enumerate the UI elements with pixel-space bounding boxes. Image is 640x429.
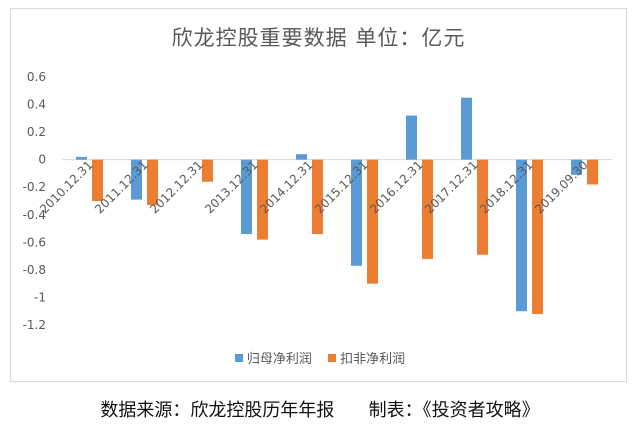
legend-label-series-1: 扣非净利润 xyxy=(340,352,406,367)
bar-series-0-8 xyxy=(516,159,527,312)
bar-series-0-7 xyxy=(461,97,472,160)
legend-swatch-series-1 xyxy=(328,353,337,362)
legend-label-series-0: 归母净利润 xyxy=(246,352,312,367)
bar-series-0-6 xyxy=(406,115,417,160)
y-tick-label: -1 xyxy=(34,290,46,304)
legend: 归母净利润 扣非净利润 xyxy=(0,348,640,367)
legend-swatch-series-0 xyxy=(234,353,243,362)
bar-series-0-4 xyxy=(296,154,307,160)
bar-series-1-2 xyxy=(202,159,213,182)
bar-series-1-5 xyxy=(367,159,378,284)
y-tick-label: -0.8 xyxy=(23,263,46,277)
bar-series-1-6 xyxy=(422,159,433,259)
legend-item-series-0: 归母净利润 xyxy=(234,348,312,367)
y-tick-label: 0.2 xyxy=(27,125,46,139)
bar-series-0-3 xyxy=(241,159,252,235)
bar-series-1-7 xyxy=(477,159,488,255)
bar-series-1-1 xyxy=(147,159,158,206)
footer-source: 数据来源：欣龙控股历年年报 制表：《投资者攻略》 xyxy=(100,400,540,421)
y-tick-label: -0.6 xyxy=(23,235,46,249)
bar-series-0-9 xyxy=(571,159,582,175)
bar-series-1-4 xyxy=(312,159,323,235)
legend-item-series-1: 扣非净利润 xyxy=(328,348,405,367)
bar-series-0-5 xyxy=(351,159,362,266)
y-tick-label: 0 xyxy=(38,153,46,167)
bar-series-1-0 xyxy=(92,159,103,201)
y-tick-label: -0.2 xyxy=(23,180,46,194)
bar-series-1-3 xyxy=(257,159,268,240)
y-tick-label: 0.6 xyxy=(27,70,46,84)
bar-series-1-9 xyxy=(587,159,598,185)
y-tick-label: -0.4 xyxy=(23,208,46,222)
chart-title: 欣龙控股重要数据 单位：亿元 xyxy=(171,26,466,50)
bar-series-1-8 xyxy=(532,159,543,314)
bar-series-0-1 xyxy=(131,159,142,200)
y-tick-label: -1.2 xyxy=(23,318,46,332)
y-tick-label: 0.4 xyxy=(27,98,46,112)
bar-series-0-0 xyxy=(76,156,87,160)
